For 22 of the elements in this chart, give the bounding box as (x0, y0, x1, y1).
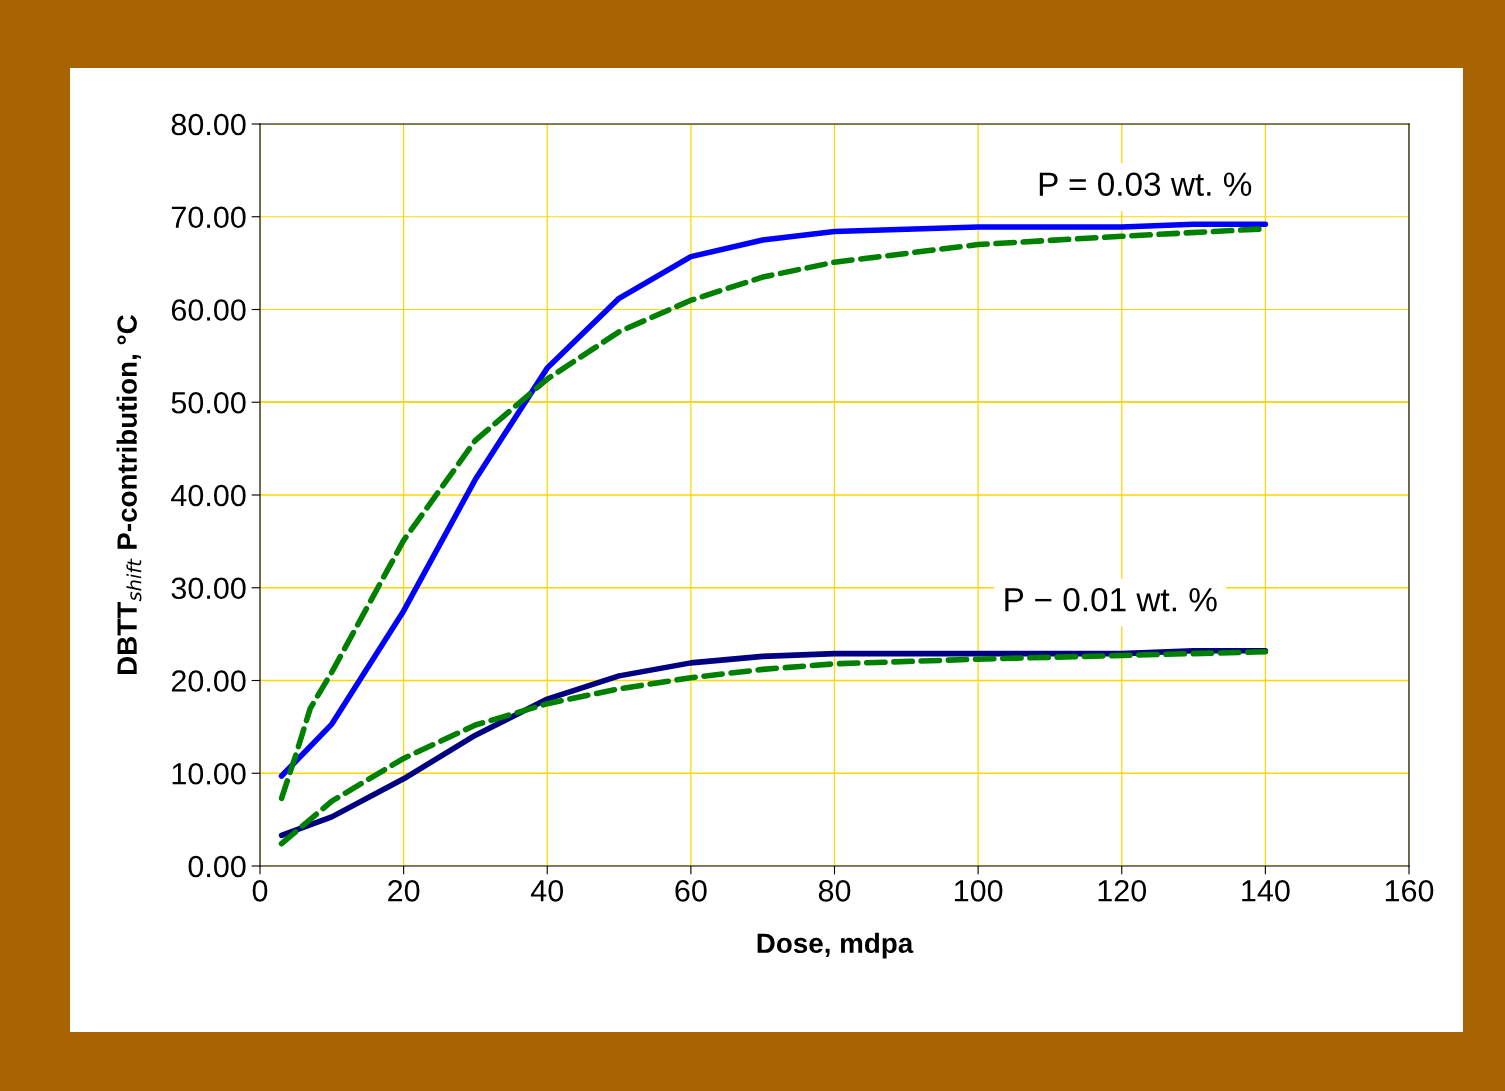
y-tick-label: 40.00 (171, 484, 246, 507)
y-tick-label: 70.00 (171, 206, 246, 229)
y-tick-label: 80.00 (171, 113, 246, 136)
x-tick-label: 60 (675, 880, 707, 902)
annotation: P = 0.03 wt. % (1039, 172, 1252, 197)
x-tick-label: 140 (1242, 880, 1290, 902)
y-tick-label: 10.00 (172, 762, 246, 785)
y-tick-label: 50.00 (171, 391, 246, 414)
y-tick-label: 30.00 (171, 577, 246, 600)
x-tick-label: 160 (1385, 880, 1434, 902)
y-tick-label: 20.00 (171, 670, 246, 692)
y-axis-title: DBTT$_{shift}$ P-contribution, °C (116, 315, 142, 674)
x-tick-label: 20 (388, 880, 420, 902)
x-axis-title: Dose, mdpa (757, 932, 914, 959)
x-tick-label: 100 (954, 880, 1003, 902)
y-tick-label: 0.00 (188, 855, 246, 878)
y-tick-label: 60.00 (171, 299, 246, 321)
x-tick-label: 40 (530, 880, 564, 902)
annotation: P − 0.01 wt. % (1005, 587, 1217, 612)
x-tick-label: 0 (252, 880, 268, 902)
x-tick-label: 80 (818, 880, 851, 902)
x-tick-label: 120 (1098, 880, 1147, 902)
